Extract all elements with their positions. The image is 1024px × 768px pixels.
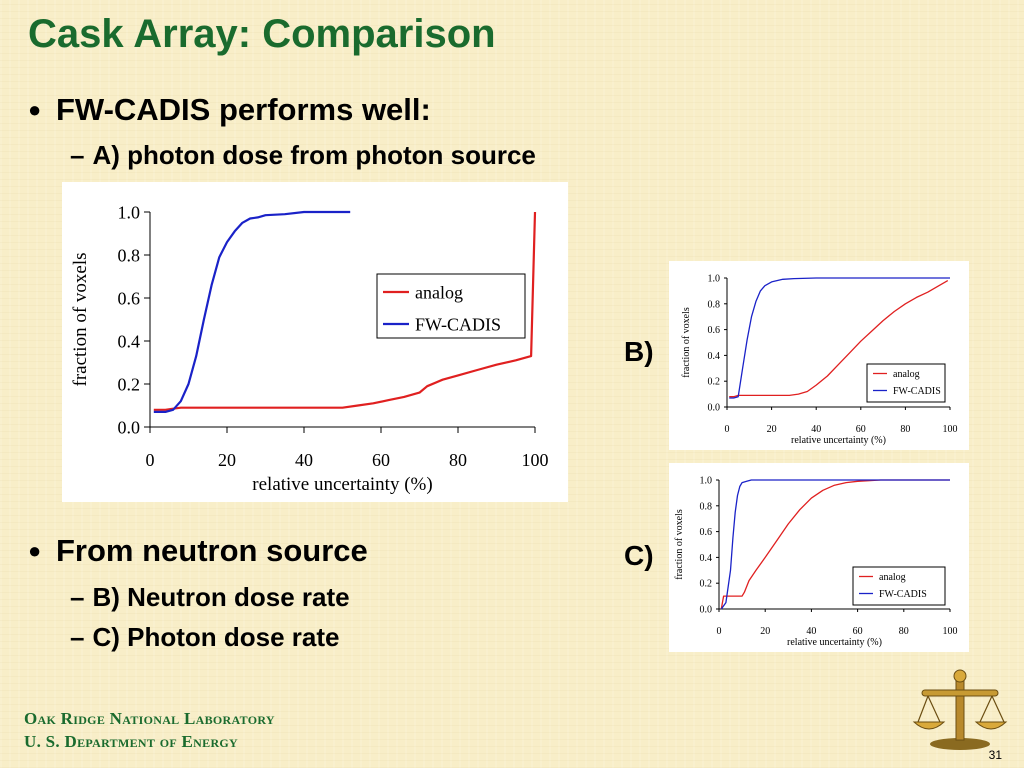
bullet-text: From neutron source (56, 533, 368, 568)
chart-b: 0.0 0.2 0.4 0.6 0.8 1.0 0 20 40 60 80 100 relative u… (681, 274, 958, 447)
footer-org: Oak Ridge National Laboratory (24, 709, 275, 728)
y-tick-label: 0.2 (708, 377, 721, 388)
sub-bullet-item: – A) photon dose from photon source (70, 140, 536, 171)
bullet-dot-icon: ● (28, 538, 42, 563)
x-tick-label: 80 (899, 626, 909, 637)
series-line-analog (729, 280, 949, 398)
sub-bullet-text: B) Neutron dose rate (92, 582, 350, 612)
x-tick-label: 0 (717, 626, 722, 637)
bullet-dot-icon: ● (28, 97, 42, 122)
legend-box (376, 273, 526, 339)
bullet-item: ● FW-CADIS performs well: (28, 92, 431, 128)
y-tick-label: 0.2 (118, 374, 141, 394)
y-tick-label: 0.4 (118, 331, 141, 351)
x-axis-label: relative uncertainty (%) (252, 474, 432, 495)
legend-box (852, 566, 946, 606)
legend-label: FW-CADIS (879, 589, 927, 600)
panel-label-c: C) (624, 540, 654, 571)
x-tick-label: 100 (522, 450, 549, 470)
y-tick-label: 0.2 (700, 579, 713, 590)
chart-c: 0.0 0.2 0.4 0.6 0.8 1.0 0 20 40 60 80 100 relative u… (674, 476, 958, 649)
page-number: 31 (988, 748, 1002, 762)
bullet-text: FW-CADIS performs well: (56, 92, 431, 127)
dash-icon: – (70, 140, 85, 170)
legend-label: FW-CADIS (415, 314, 501, 334)
y-tick-label: 0.0 (700, 605, 713, 616)
y-tick-label: 0.8 (708, 299, 721, 310)
scales-of-justice-icon (910, 668, 1010, 757)
y-tick-label: 0.4 (708, 351, 721, 362)
x-tick-label: 100 (943, 424, 958, 435)
legend-label: FW-CADIS (893, 386, 941, 397)
y-tick-label: 0.6 (700, 527, 713, 538)
sub-bullet-item: – C) Photon dose rate (70, 622, 339, 653)
series-line-analog (720, 479, 950, 610)
chart-a: 0.0 0.2 0.4 0.6 0.8 1.0 0 20 40 60 80 100 relative u… (70, 202, 549, 495)
x-tick-label: 0 (725, 424, 730, 435)
sub-bullet-text: C) Photon dose rate (92, 622, 340, 652)
x-axis-label: relative uncertainty (%) (787, 637, 882, 648)
x-axis-label: relative uncertainty (%) (791, 435, 886, 446)
x-tick-label: 80 (900, 424, 910, 435)
x-tick-label: 60 (372, 450, 390, 470)
series-line-analog (153, 211, 537, 411)
legend-label: analog (415, 282, 463, 302)
y-tick-label: 0.0 (708, 403, 721, 414)
y-tick-label: 1.0 (700, 476, 713, 487)
dash-icon: – (70, 622, 85, 652)
series-line-fw-cadis (153, 210, 351, 413)
x-tick-label: 40 (811, 424, 821, 435)
y-tick-label: 0.8 (700, 501, 713, 512)
x-tick-label: 20 (760, 626, 770, 637)
x-tick-label: 0 (146, 450, 155, 470)
y-tick-label: 0.6 (118, 288, 141, 308)
y-tick-label: 1.0 (708, 274, 721, 285)
series-line-fw-cadis (720, 479, 950, 610)
x-tick-label: 60 (856, 424, 866, 435)
chart-c-box: 0.0 0.2 0.4 0.6 0.8 1.0 0 20 40 60 80 100 relative u… (669, 463, 969, 652)
y-axis-label: fraction of voxels (70, 252, 91, 386)
x-tick-label: 20 (767, 424, 777, 435)
panel-label-b: B) (624, 336, 654, 367)
x-tick-label: 40 (806, 626, 816, 637)
legend-label: analog (893, 369, 920, 380)
y-tick-label: 1.0 (118, 202, 141, 222)
y-axis-label: fraction of voxels (681, 307, 692, 378)
x-tick-label: 60 (853, 626, 863, 637)
legend-label: analog (879, 572, 906, 583)
y-tick-label: 0.6 (708, 325, 721, 336)
x-tick-label: 80 (449, 450, 467, 470)
x-tick-label: 20 (218, 450, 236, 470)
sub-bullet-item: – B) Neutron dose rate (70, 582, 350, 613)
chart-a-box: 0.0 0.2 0.4 0.6 0.8 1.0 0 20 40 60 80 100 relative u… (62, 182, 568, 502)
dash-icon: – (70, 582, 85, 612)
chart-b-box: 0.0 0.2 0.4 0.6 0.8 1.0 0 20 40 60 80 100 relative u… (669, 261, 969, 450)
x-tick-label: 40 (295, 450, 313, 470)
y-tick-label: 0.0 (118, 417, 141, 437)
footer-dept: U. S. Department of Energy (24, 732, 239, 751)
slide-title: Cask Array: Comparison (28, 12, 496, 56)
sub-bullet-text: A) photon dose from photon source (92, 140, 536, 170)
bullet-item: ● From neutron source (28, 533, 368, 569)
legend-box (866, 363, 946, 403)
y-tick-label: 0.8 (118, 245, 141, 265)
series-line-fw-cadis (729, 277, 950, 399)
y-axis-label: fraction of voxels (674, 509, 685, 580)
y-tick-label: 0.4 (700, 553, 713, 564)
x-tick-label: 100 (943, 626, 958, 637)
